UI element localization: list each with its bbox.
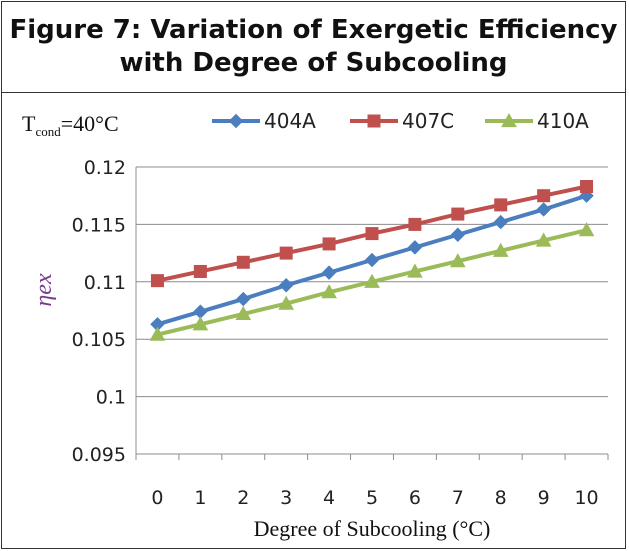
x-axis-label: Degree of Subcooling (°C) [254,516,491,541]
data-point-407c [193,264,207,278]
x-tick-label: 7 [452,487,464,509]
legend-layer: 404A 407C 410A [212,109,589,133]
y-tick-label: 0.105 [72,329,126,351]
data-point-404a [278,278,294,293]
data-point-407c [150,274,164,288]
x-tick-label: 10 [574,487,598,509]
legend-label-407c: 407C [402,109,454,133]
x-tick-label: 3 [280,487,292,509]
data-point-404a [407,240,423,255]
data-point-404a [321,265,337,280]
x-tick-label: 6 [409,487,421,509]
y-tick-label: 0.115 [72,214,126,236]
legend-label-404a: 404A [264,109,316,133]
x-tick-label: 9 [538,487,550,509]
data-point-404a [364,252,380,268]
data-point-410a [149,326,166,341]
data-point-410a [235,305,252,321]
y-tick-label: 0.12 [84,157,126,179]
y-tick-label: 0.095 [72,444,126,466]
figure-title-line1: Figure 7: Variation of Exergetic Efficie… [9,15,618,45]
x-tick-label: 1 [194,487,206,509]
data-point-407c [365,227,379,241]
data-point-407c [494,198,508,212]
data-point-404a [536,202,551,217]
series-layer [149,180,595,341]
data-point-410a [535,232,552,247]
condition-annotation-value: =40°C [61,111,119,136]
data-point-410a [192,316,209,331]
data-point-410a [449,253,466,268]
y-tick-label: 0.11 [84,272,126,294]
x-tick-label: 0 [151,487,163,509]
figure-header: Figure 7: Variation of Exergetic Efficie… [2,2,625,93]
data-point-407c [322,237,336,251]
figure-title-line2: with Degree of Subcooling [119,48,508,78]
data-point-404a [450,227,466,242]
x-tick-label: 2 [237,487,249,509]
condition-annotation-t: T [22,111,36,136]
data-point-410a [578,222,595,237]
data-point-410a [492,242,509,257]
axis-layer: 0.095 0.1 0.105 0.11 0.115 0.12 0 1 2 3 4 5 6 7 8 9 10 [72,157,609,509]
legend-marker-407c [367,114,381,128]
data-point-407c [537,189,551,203]
condition-annotation-sub: cond [35,124,61,139]
data-point-407c [279,246,293,260]
data-point-407c [408,217,422,231]
x-tick-label: 5 [366,487,378,509]
condition-annotation: Tcond=40°C [22,111,119,139]
x-tick-label: 4 [323,487,335,509]
legend-label-410a: 410A [537,109,589,133]
data-point-407c [580,180,594,194]
data-point-404a [193,304,208,319]
y-tick-label: 0.1 [96,387,126,409]
data-point-407c [236,255,250,269]
data-point-410a [364,273,380,288]
data-point-404a [493,214,508,230]
y-axis-label: ηex [31,273,57,307]
legend-marker-404a [228,113,244,129]
x-tick-label: 8 [495,487,507,509]
figure-title: Figure 7: Variation of Exergetic Efficie… [9,14,619,80]
data-point-404a [236,291,251,307]
legend-marker-410a [501,112,517,128]
data-point-410a [321,284,337,299]
data-point-410a [407,263,423,278]
data-point-407c [451,207,465,221]
data-point-410a [278,295,295,310]
